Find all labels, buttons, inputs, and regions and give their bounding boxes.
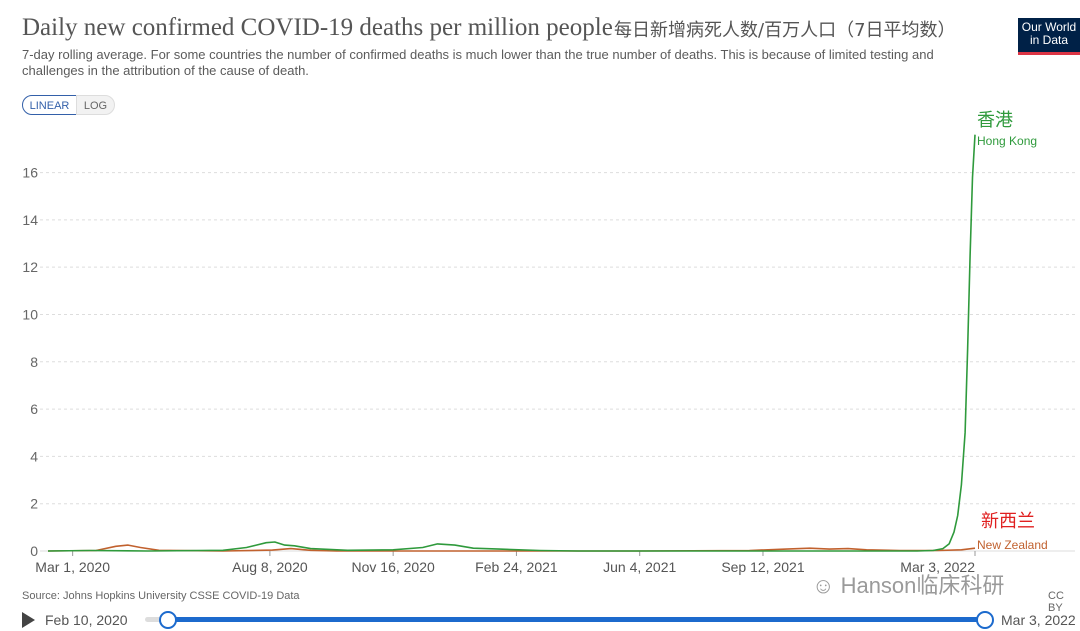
y-tick-label: 16 (22, 165, 38, 181)
series-line-hong-kong (47, 134, 976, 552)
timeline-end-label: Mar 3, 2022 (1001, 612, 1076, 628)
linear-scale-button[interactable]: LINEAR (22, 95, 77, 115)
timeline-start-label: Feb 10, 2020 (45, 612, 128, 628)
owid-logo[interactable]: Our World in Data (1018, 18, 1080, 55)
x-tick-label: Mar 3, 2022 (900, 559, 975, 575)
y-tick-label: 14 (22, 212, 38, 228)
timeline-end-handle[interactable] (976, 611, 994, 629)
x-tick-label: Sep 12, 2021 (721, 559, 805, 575)
x-tick-label: Aug 8, 2020 (232, 559, 308, 575)
x-tick-label: Feb 24, 2021 (475, 559, 558, 575)
chart-subtitle: 7-day rolling average. For some countrie… (22, 47, 934, 78)
series-label-new-zealand: New Zealand (977, 538, 1048, 552)
y-tick-label: 0 (30, 543, 38, 559)
y-tick-label: 12 (22, 259, 38, 275)
source-note: Source: Johns Hopkins University CSSE CO… (22, 590, 300, 602)
wechat-icon: ☺ (812, 573, 841, 598)
logo-line2: in Data (1029, 33, 1069, 47)
y-tick-label: 8 (30, 354, 38, 370)
play-icon[interactable] (22, 612, 35, 628)
y-tick-label: 6 (30, 401, 38, 417)
x-tick-label: Jun 4, 2021 (603, 559, 676, 575)
logo-line1: Our World (1021, 20, 1077, 34)
watermark: ☺ Hanson临床科研 (812, 568, 1004, 600)
chart-title-cn: 每日新增病死人数/百万人口（7日平均数） (614, 20, 956, 41)
x-tick-label: Nov 16, 2020 (352, 559, 435, 575)
timeline-range (167, 617, 985, 622)
y-tick-label: 2 (30, 496, 38, 512)
license-link[interactable]: CC BY (1048, 590, 1064, 614)
chart-title: Daily new confirmed COVID-19 deaths per … (22, 14, 613, 41)
y-tick-label: 4 (30, 448, 38, 464)
y-tick-label: 10 (22, 306, 38, 322)
log-scale-button[interactable]: LOG (76, 95, 115, 115)
timeline: Feb 10, 2020 Mar 3, 2022 (0, 607, 1080, 631)
series-label-hong-kong: Hong Kong (977, 134, 1037, 148)
watermark-text: Hanson临床科研 (840, 573, 1005, 598)
series-label-cn-new-zealand: 新西兰 (981, 511, 1035, 532)
series-label-cn-hong-kong: 香港 (977, 110, 1013, 131)
x-tick-label: Mar 1, 2020 (35, 559, 110, 575)
timeline-start-handle[interactable] (159, 611, 177, 629)
series-line-new-zealand (47, 544, 976, 552)
